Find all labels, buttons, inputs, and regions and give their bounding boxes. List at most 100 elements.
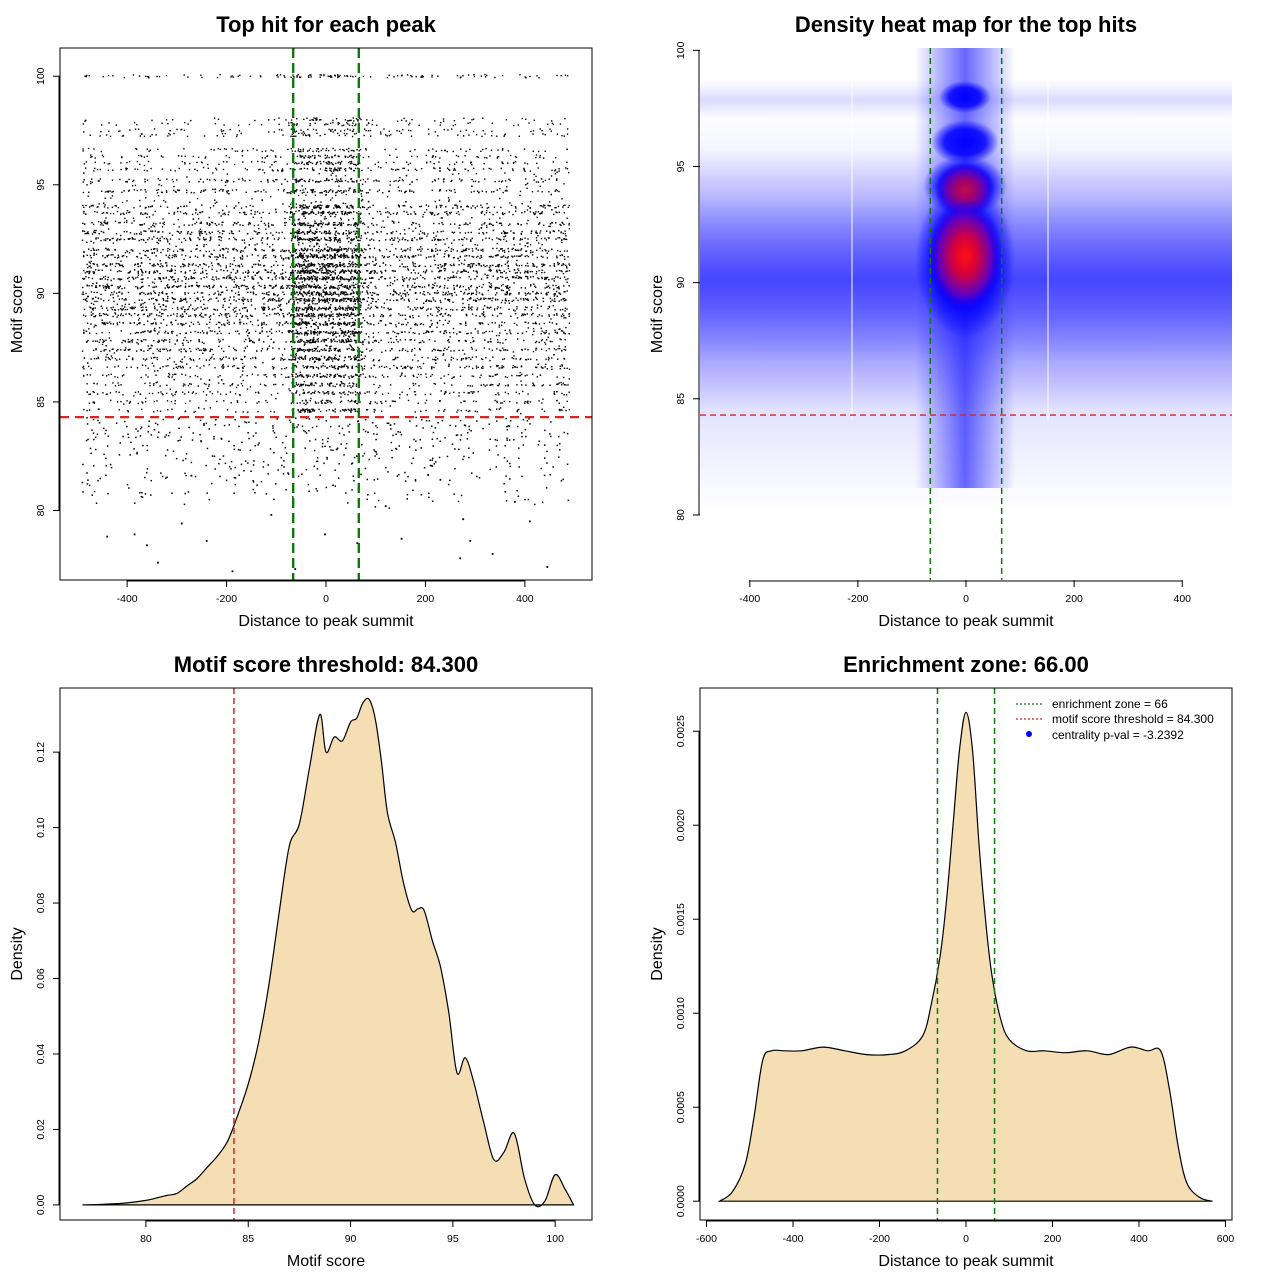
scatter-point <box>329 270 331 273</box>
scatter-point <box>425 269 428 271</box>
scatter-point <box>231 263 234 265</box>
scatter-point <box>325 162 327 164</box>
scatter-point <box>144 250 147 253</box>
scatter-point <box>325 231 327 233</box>
scatter-point <box>562 222 564 224</box>
scatter-point <box>437 135 439 137</box>
scatter-point <box>349 330 351 333</box>
scatter-point <box>178 285 180 287</box>
scatter-point <box>535 211 537 213</box>
scatter-point <box>431 239 433 241</box>
scatter-point <box>484 76 487 78</box>
scatter-point <box>355 331 357 333</box>
scatter-point <box>275 156 277 158</box>
scatter-point <box>117 309 120 311</box>
scatter-point <box>337 239 339 242</box>
scatter-point <box>351 206 353 209</box>
scatter-point <box>117 287 120 290</box>
scatter-point <box>309 212 311 215</box>
scatter-point <box>305 255 307 257</box>
scatter-point <box>135 286 137 288</box>
scatter-point <box>359 298 362 300</box>
scatter-point <box>175 254 177 256</box>
scatter-point <box>366 124 368 126</box>
scatter-point <box>440 206 442 208</box>
scatter-point <box>458 264 460 266</box>
scatter-point <box>327 265 330 267</box>
scatter-point <box>302 204 304 206</box>
scatter-point <box>108 249 110 251</box>
scatter-point <box>259 75 262 77</box>
scatter-point <box>482 308 484 310</box>
scatter-point <box>475 300 478 302</box>
scatter-point <box>354 306 356 309</box>
scatter-point <box>515 207 517 209</box>
scatter-point <box>433 163 435 165</box>
scatter-point <box>470 307 472 309</box>
scatter-point <box>312 314 314 316</box>
scatter-point <box>180 231 182 233</box>
scatter-point <box>140 213 142 215</box>
scatter-point <box>263 189 265 191</box>
scatter-point <box>506 285 509 287</box>
scatter-point <box>129 232 132 234</box>
scatter-point <box>99 313 101 315</box>
scatter-point <box>83 250 85 253</box>
scatter-point <box>320 331 322 333</box>
scatter-point <box>309 135 311 137</box>
scatter-point <box>326 206 329 208</box>
scatter-point <box>556 257 558 259</box>
scatter-point <box>212 276 214 278</box>
scatter-point <box>307 314 309 316</box>
scatter-point <box>353 330 355 333</box>
scatter-point <box>455 276 457 278</box>
scatter-point <box>541 315 543 317</box>
scatter-point <box>134 332 137 334</box>
scatter-point <box>263 222 266 225</box>
scatter-point <box>456 207 459 209</box>
scatter-point <box>259 264 262 266</box>
scatter-point <box>94 231 97 234</box>
scatter-point <box>292 254 295 256</box>
scatter-point <box>294 332 296 335</box>
scatter-point <box>282 264 284 267</box>
scatter-point <box>157 178 159 180</box>
scatter-point <box>543 322 545 325</box>
scatter-point <box>544 249 546 251</box>
scatter-point <box>402 237 404 239</box>
scatter-point <box>462 285 465 288</box>
scatter-point <box>498 250 500 252</box>
scatter-point <box>296 231 298 234</box>
scatter-point <box>496 135 498 137</box>
scatter-point <box>365 148 367 150</box>
scatter-point <box>241 265 244 267</box>
scatter-point <box>293 224 295 227</box>
scatter-point <box>414 306 416 309</box>
scatter-point <box>343 321 346 323</box>
scatter-point <box>325 271 328 273</box>
scatter-point <box>318 297 320 300</box>
scatter-point <box>319 204 322 206</box>
scatter-point <box>250 213 252 215</box>
scatter-point <box>126 231 128 233</box>
scatter-point <box>492 264 494 266</box>
scatter-point <box>120 264 122 267</box>
scatter-point <box>281 129 283 131</box>
scatter-point <box>194 300 197 302</box>
scatter-point <box>550 130 552 132</box>
scatter-point <box>302 222 304 225</box>
scatter-point <box>298 298 300 300</box>
scatter-point <box>444 149 446 152</box>
scatter-point <box>254 308 256 310</box>
scatter-point <box>305 286 307 289</box>
scatter-point <box>213 308 215 311</box>
scatter-point <box>331 191 334 193</box>
scatter-point <box>308 265 311 267</box>
scatter-point <box>353 211 355 213</box>
scatter-point <box>261 324 263 326</box>
scatter-point <box>548 205 550 207</box>
scatter-point <box>197 156 200 158</box>
scatter-point <box>148 77 150 79</box>
scatter-point <box>90 249 92 252</box>
scatter-point <box>334 238 337 240</box>
